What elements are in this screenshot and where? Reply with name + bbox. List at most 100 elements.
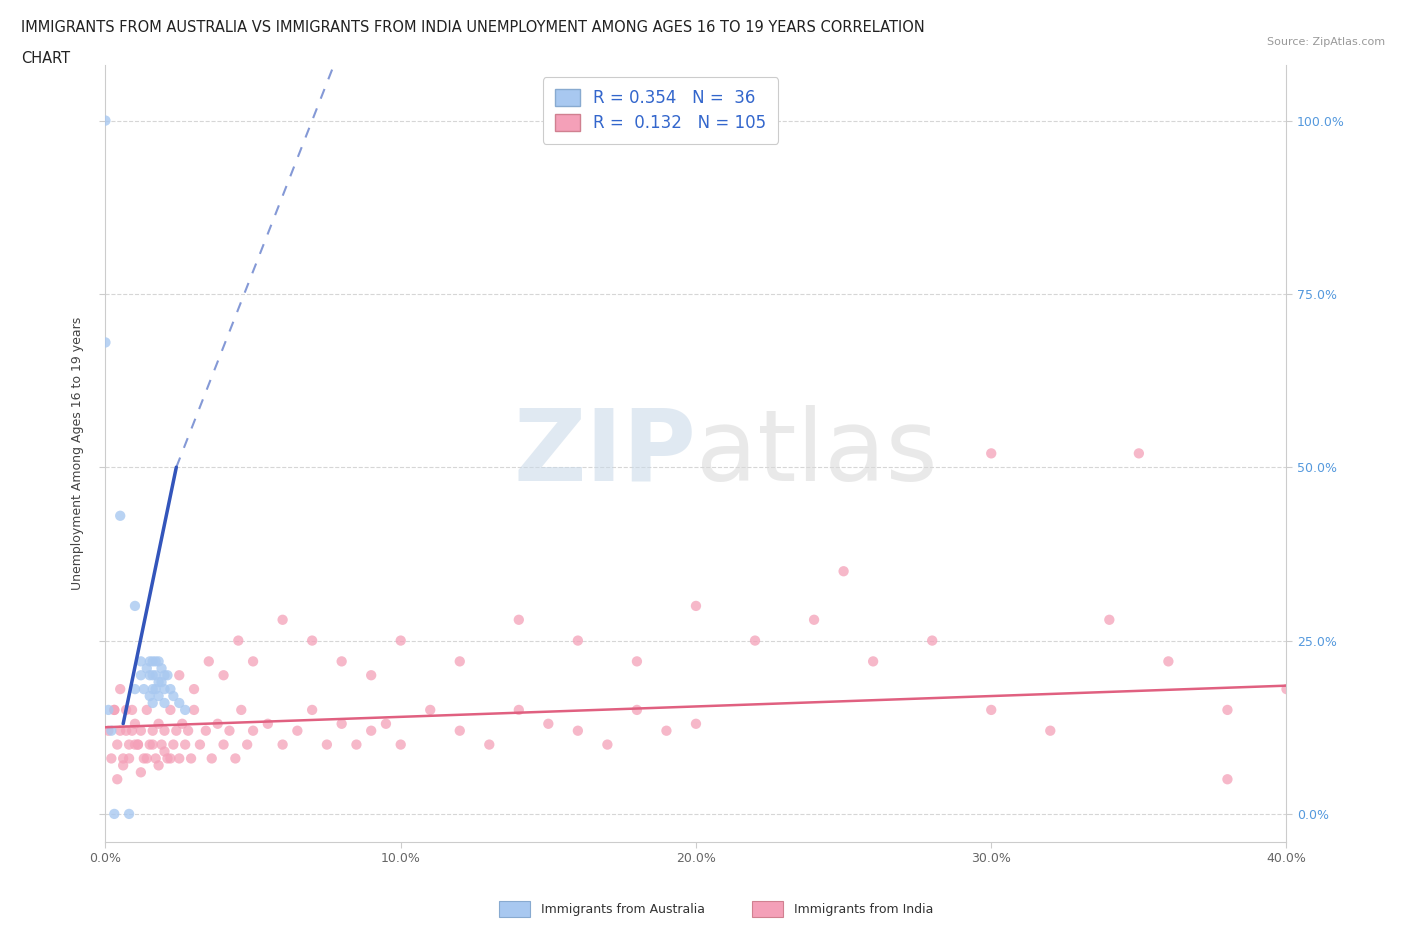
Point (596, 737, 619, 752)
Point (129, 668, 152, 683)
Point (921, 633, 943, 648)
Point (508, 612, 530, 627)
Text: IMMIGRANTS FROM AUSTRALIA VS IMMIGRANTS FROM INDIA UNEMPLOYMENT AMONG AGES 16 TO: IMMIGRANTS FROM AUSTRALIA VS IMMIGRANTS … (21, 20, 925, 35)
Point (197, 654, 219, 669)
Point (201, 751, 224, 766)
Point (172, 716, 194, 731)
Point (138, 654, 162, 669)
Point (94, 113, 117, 128)
Point (142, 724, 165, 738)
Point (150, 661, 173, 676)
Point (449, 654, 471, 669)
Point (685, 599, 707, 614)
Point (97, 702, 120, 717)
Point (135, 661, 157, 676)
Point (162, 737, 184, 752)
Point (862, 654, 884, 669)
Point (115, 724, 138, 738)
Point (103, 702, 125, 717)
Point (360, 668, 382, 683)
Point (118, 737, 141, 752)
Point (150, 675, 173, 690)
Point (112, 758, 135, 773)
Point (315, 737, 337, 752)
Point (271, 612, 294, 627)
Point (231, 702, 253, 717)
Point (159, 682, 181, 697)
Point (153, 696, 176, 711)
Point (159, 702, 181, 717)
Point (103, 806, 125, 821)
Point (301, 633, 323, 648)
Point (110, 509, 132, 524)
Point (655, 724, 678, 738)
Y-axis label: Unemployment Among Ages 16 to 19 years: Unemployment Among Ages 16 to 19 years (70, 317, 84, 590)
Point (242, 654, 264, 669)
Point (174, 702, 197, 717)
Point (127, 737, 149, 752)
Point (132, 751, 155, 766)
Point (374, 716, 398, 731)
Point (567, 724, 589, 738)
Point (129, 764, 152, 779)
Text: CHART: CHART (21, 51, 70, 66)
Point (256, 716, 278, 731)
Point (1216, 772, 1239, 787)
Point (127, 737, 149, 752)
Point (156, 751, 179, 766)
Point (478, 737, 501, 752)
Point (169, 696, 191, 711)
Point (287, 724, 309, 738)
Point (148, 688, 170, 703)
Point (148, 716, 170, 731)
Point (118, 806, 141, 821)
Text: Source: ZipAtlas.com: Source: ZipAtlas.com (1267, 37, 1385, 47)
Point (236, 737, 259, 752)
Point (145, 654, 167, 669)
Point (153, 724, 176, 738)
Point (142, 696, 165, 711)
Point (188, 737, 211, 752)
Point (150, 737, 173, 752)
Point (389, 737, 412, 752)
Point (110, 682, 132, 697)
Point (183, 682, 205, 697)
Point (142, 737, 165, 752)
Point (162, 688, 184, 703)
Point (330, 716, 353, 731)
Point (449, 724, 471, 738)
Point (145, 668, 167, 683)
Point (207, 716, 229, 731)
Point (346, 737, 368, 752)
Point (138, 737, 162, 752)
Point (165, 724, 187, 738)
Point (626, 702, 648, 717)
Point (153, 744, 176, 759)
Point (169, 668, 191, 683)
Point (138, 668, 162, 683)
Point (360, 724, 382, 738)
Text: ZIP: ZIP (513, 405, 696, 502)
Point (142, 682, 165, 697)
Point (124, 716, 146, 731)
Point (1039, 724, 1062, 738)
Point (100, 751, 122, 766)
Point (121, 724, 143, 738)
Point (194, 724, 217, 738)
Point (153, 682, 176, 697)
Point (177, 724, 200, 738)
Point (980, 702, 1002, 717)
Point (145, 682, 167, 697)
Point (212, 737, 235, 752)
Point (135, 751, 157, 766)
Point (183, 702, 205, 717)
Point (1216, 702, 1239, 717)
Point (218, 724, 240, 738)
Point (142, 668, 165, 683)
Point (1098, 612, 1121, 627)
Point (226, 633, 250, 648)
Point (103, 702, 125, 717)
Point (129, 724, 152, 738)
Point (980, 446, 1002, 461)
Point (626, 654, 648, 669)
